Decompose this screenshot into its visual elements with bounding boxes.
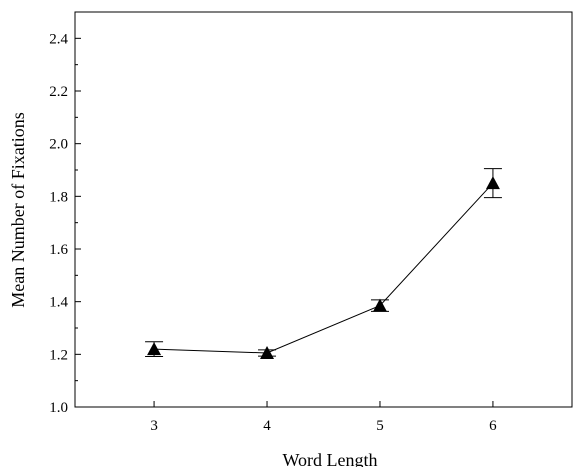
x-axis-ticks: 3 4 5 6	[150, 401, 497, 434]
y-tick-label: 1.0	[49, 400, 68, 416]
data-series	[145, 168, 502, 360]
y-tick-label: 2.0	[49, 137, 68, 153]
x-axis-label: Word Length	[282, 450, 377, 467]
x-tick-label: 6	[489, 418, 497, 434]
y-tick-label: 1.8	[49, 189, 68, 205]
y-tick-label: 1.6	[49, 242, 68, 258]
y-tick-label: 2.4	[49, 31, 68, 47]
plot-frame	[74, 11, 573, 408]
y-tick-label: 1.2	[49, 347, 68, 363]
x-tick-label: 5	[376, 418, 384, 434]
x-tick-label: 3	[150, 418, 158, 434]
y-axis-ticks: 1.0 1.2 1.4 1.6 1.8 2.0 2.2 2.4	[49, 31, 81, 416]
y-tick-label: 2.2	[49, 84, 68, 100]
data-point-marker	[485, 176, 500, 190]
y-tick-label: 1.4	[49, 295, 68, 311]
series-line	[154, 182, 494, 354]
y-axis-label: Mean Number of Fixations	[8, 112, 28, 307]
data-point-marker	[147, 342, 162, 356]
x-tick-label: 4	[263, 418, 271, 434]
data-point-marker	[372, 298, 387, 312]
data-point-marker	[260, 346, 275, 360]
